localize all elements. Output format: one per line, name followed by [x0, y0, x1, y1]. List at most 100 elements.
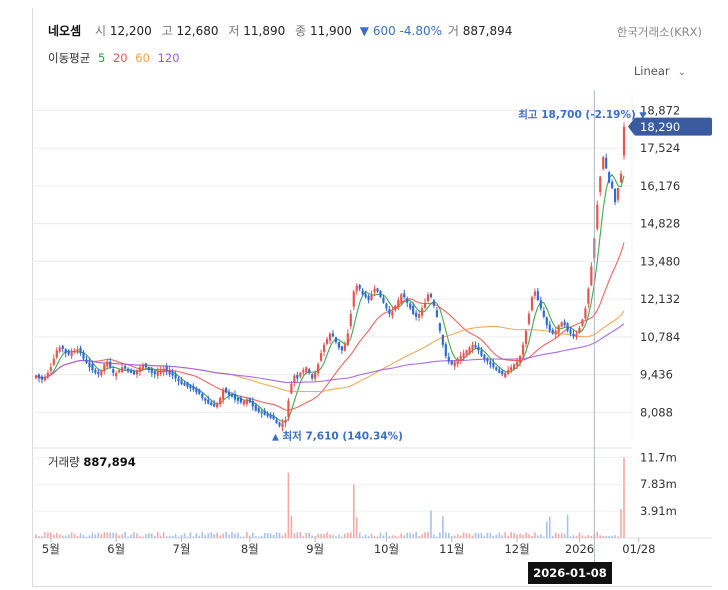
candle-body [370, 294, 373, 300]
volume-bar [406, 532, 409, 538]
candle-body [397, 300, 400, 307]
candle-body [46, 372, 49, 378]
candle-body [132, 371, 136, 375]
volume-bar [341, 536, 343, 538]
frame-left [32, 8, 33, 586]
candle-body [290, 384, 293, 394]
volume-bar [587, 534, 590, 538]
volume-bar [162, 532, 165, 538]
volume-bar [599, 535, 602, 538]
volume-bar [308, 533, 311, 538]
volume-bar [222, 533, 224, 538]
change-down-icon: ▼ [359, 24, 369, 38]
candle-body [521, 344, 525, 355]
ma-120[interactable]: 120 [157, 51, 180, 65]
volume-bar [489, 532, 492, 538]
candle-body [34, 375, 38, 379]
volume-bar [38, 536, 40, 538]
volume-bar [525, 532, 527, 538]
volume-bar [382, 535, 385, 538]
scale-dropdown[interactable]: Linear ⌄ [634, 64, 686, 78]
volume-bar [575, 535, 578, 538]
ma-label: 이동평균 [48, 51, 91, 65]
candle-body [495, 367, 498, 370]
volume-bar [510, 532, 512, 538]
candle-body [43, 377, 47, 381]
candle-body [319, 353, 323, 361]
volume-bar [302, 536, 305, 538]
min-price-label: 최저 7,610 (140.34%) [283, 430, 403, 443]
candle-body [88, 362, 91, 368]
current-price-label: 18,290 [640, 120, 680, 134]
candle-body [94, 369, 97, 373]
exchange-name: 한국거래소(KRX) [616, 25, 702, 39]
volume-bar [424, 532, 426, 538]
volume-bar [82, 534, 85, 538]
candle-body [569, 329, 572, 334]
volume-bar [94, 534, 97, 538]
volume-bar [391, 535, 394, 538]
x-tick-label: 9월 [306, 542, 324, 556]
moving-average-legend[interactable]: 이동평균 5 20 60 120 [48, 50, 184, 66]
y-tick-label: 13,480 [640, 254, 680, 268]
y-tick-label: 14,828 [640, 217, 680, 231]
volume-bar [183, 533, 186, 538]
candle-body [530, 297, 534, 311]
volume-bar [409, 532, 411, 538]
candle-body [82, 352, 85, 359]
volume-bar [495, 534, 498, 538]
volume-bar [204, 534, 207, 538]
volume-bar [320, 534, 322, 538]
candle-body [581, 319, 584, 326]
volume-bar [249, 535, 251, 538]
volume-bar [192, 536, 195, 538]
candle-body [221, 389, 225, 400]
candle-body [489, 361, 492, 365]
volume-bar [412, 533, 414, 538]
candle-body [459, 356, 462, 361]
candle-body [554, 330, 557, 335]
crosshair-date-tag: 2026-01-08 [528, 562, 612, 584]
volume-bar [314, 535, 316, 538]
candle-body [311, 374, 314, 379]
candle-body [239, 397, 243, 403]
candle-body [168, 371, 171, 375]
volume-bar [531, 535, 533, 538]
candle-body [536, 291, 539, 300]
volume-bar [483, 536, 486, 538]
candle-body [135, 370, 139, 375]
ma-5[interactable]: 5 [97, 51, 106, 65]
volume-bar [605, 535, 607, 538]
candle-body [165, 366, 168, 372]
candle-body [432, 300, 436, 306]
candle-body [518, 356, 522, 363]
volume-bar [344, 533, 346, 538]
open-value: 12,200 [109, 24, 152, 38]
volume-bar [100, 533, 103, 538]
volume-bar [228, 534, 230, 538]
candle-body [584, 308, 587, 319]
volume-bar [91, 532, 94, 538]
volume-bar [584, 536, 587, 538]
candle-body [388, 309, 391, 314]
volume-bar [257, 536, 260, 538]
volume-bar [358, 532, 361, 538]
volume-bar [367, 535, 370, 538]
candle-body [453, 361, 456, 367]
ma-20[interactable]: 20 [112, 51, 128, 65]
candle-body [55, 350, 58, 358]
candle-body [227, 391, 231, 396]
y-tick-label: 17,524 [640, 141, 680, 155]
volume-bar [486, 532, 489, 538]
candle-body [162, 368, 165, 373]
volume-bar [55, 532, 58, 538]
volume-bar [608, 536, 610, 538]
candle-body [91, 363, 94, 370]
ma-60[interactable]: 60 [135, 51, 150, 65]
candle-body [118, 370, 121, 373]
candle-body [254, 405, 257, 411]
candle-body [358, 284, 361, 289]
candle-body [456, 358, 459, 365]
candle-body [474, 345, 477, 348]
